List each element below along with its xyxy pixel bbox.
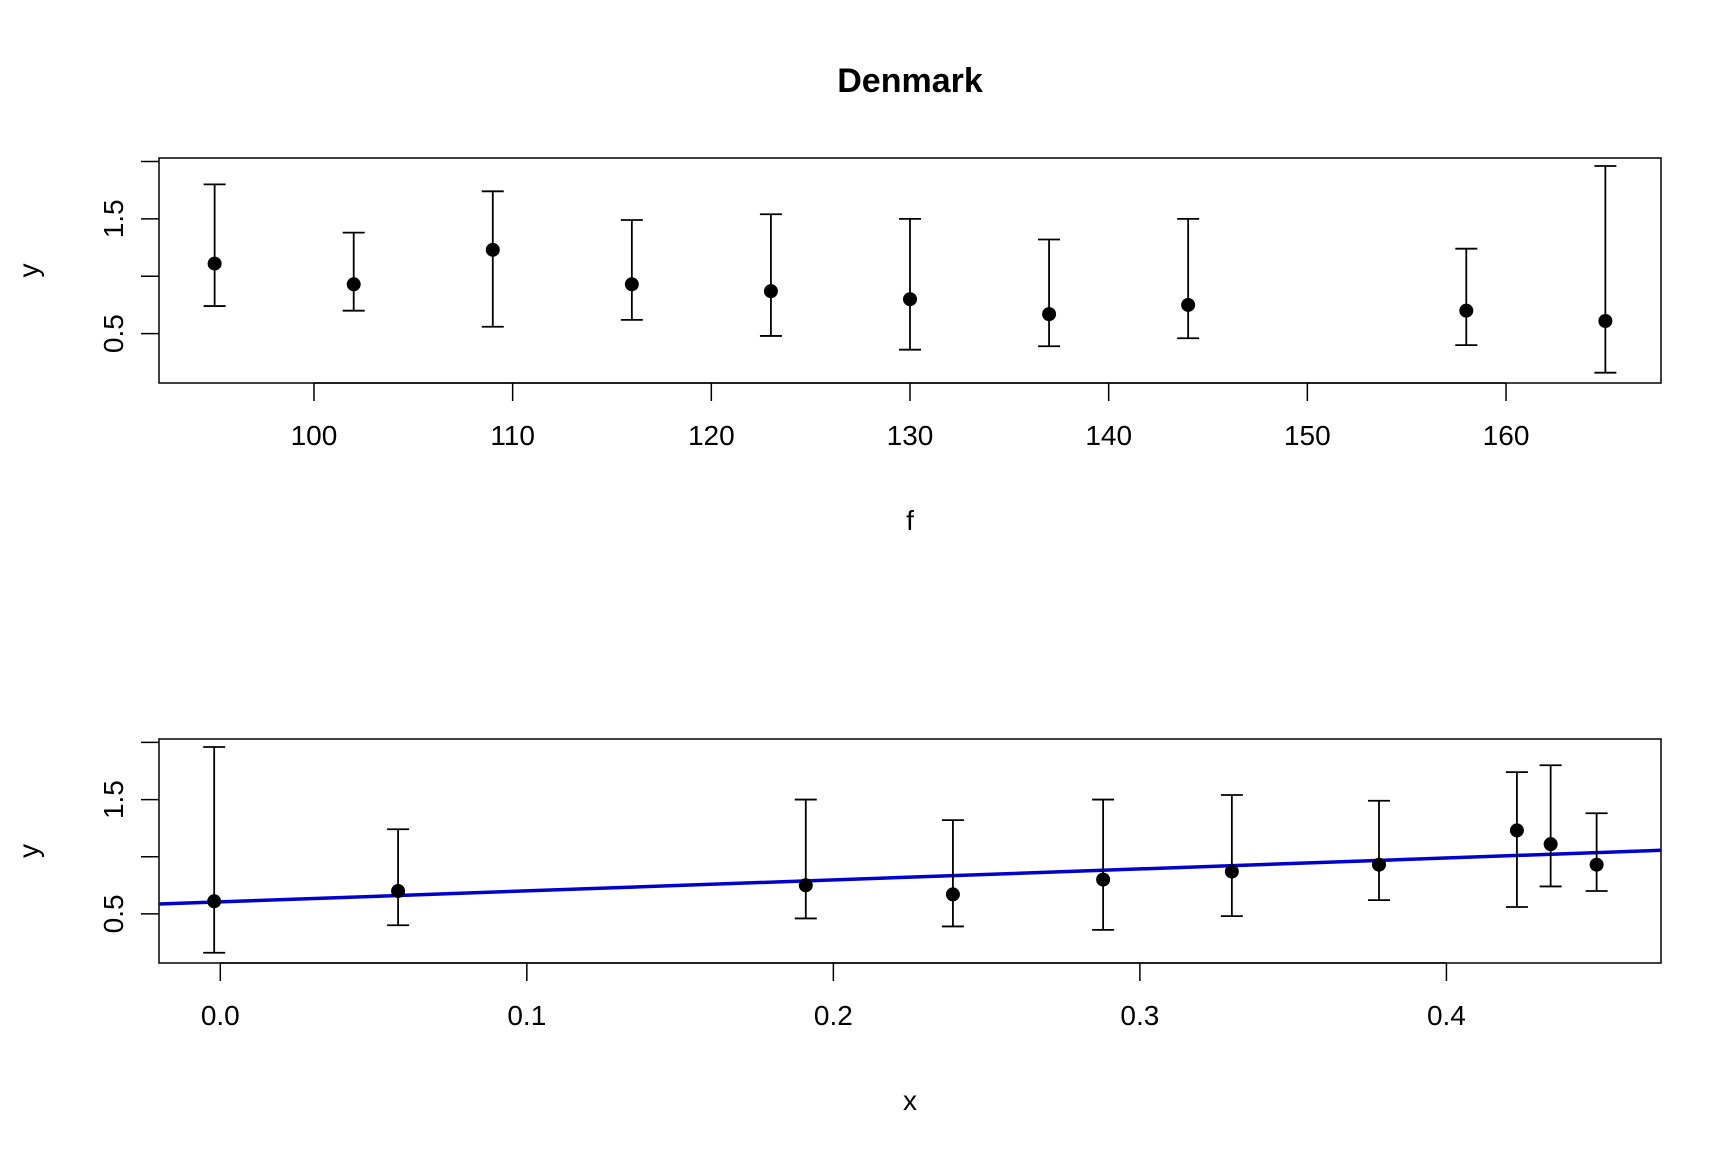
data-point <box>903 292 917 307</box>
bottom-x-tick-label: 0.0 <box>201 1000 240 1031</box>
bottom-x-tick-label: 0.3 <box>1120 1000 1159 1031</box>
bottom-data-point-9 <box>1585 812 1608 892</box>
data-point <box>1096 872 1111 887</box>
top-data-point-0 <box>203 183 226 307</box>
data-point <box>1459 303 1474 318</box>
top-y-tick-label: 1.5 <box>98 199 129 238</box>
data-point <box>763 284 778 299</box>
top-x-tick-label: 130 <box>887 420 934 451</box>
top-data-point-8 <box>1455 247 1478 347</box>
bottom-data-point-5 <box>1220 794 1243 918</box>
bottom-y-axis-label: y <box>13 844 44 858</box>
top-data-point-5 <box>899 217 921 351</box>
top-data-point-2 <box>481 190 504 328</box>
data-point <box>1224 864 1239 879</box>
bottom-data-point-6 <box>1367 799 1390 902</box>
data-point <box>1371 857 1386 872</box>
bottom-y-tick-label: 1.5 <box>98 780 129 819</box>
top-data-point-1 <box>342 231 365 312</box>
bottom-data-point-4 <box>1092 798 1115 931</box>
data-point <box>1509 823 1524 838</box>
data-point <box>485 242 500 257</box>
bottom-data-point-8 <box>1539 764 1562 888</box>
bottom-data-point-1 <box>387 828 410 927</box>
data-point <box>945 887 960 902</box>
data-point <box>624 277 639 292</box>
top-data-point-7 <box>1177 217 1200 340</box>
data-point <box>207 894 222 909</box>
bottom-data-point-7 <box>1505 771 1528 908</box>
top-panel: 100 110 120 130 140 150 160 0.5 1.5 f y <box>13 157 1662 536</box>
bottom-plot-frame <box>158 738 1662 964</box>
top-x-tick-label: 120 <box>688 420 735 451</box>
bottom-y-tick-label: 0.5 <box>98 894 129 933</box>
chart-title: Denmark <box>837 62 983 100</box>
bottom-x-tick-label: 0.4 <box>1427 1000 1466 1031</box>
top-x-tick-label: 160 <box>1483 420 1530 451</box>
bottom-panel: 0.0 0.1 0.2 0.3 0.4 0.5 1.5 x y <box>13 738 1662 1116</box>
top-x-tick-label: 140 <box>1085 420 1132 451</box>
top-y-axis-label: y <box>13 264 44 278</box>
data-point <box>798 878 813 893</box>
top-x-tick-label: 110 <box>490 420 535 451</box>
top-x-tick-label: 150 <box>1284 420 1331 451</box>
regression-line <box>159 848 1661 906</box>
data-point <box>1042 307 1057 322</box>
bottom-x-axis-label: x <box>903 1085 917 1116</box>
data-point <box>1543 837 1558 852</box>
bottom-data-point-0 <box>203 746 226 954</box>
top-data-point-6 <box>1038 238 1061 348</box>
top-x-tick-label: 100 <box>291 420 338 451</box>
data-point <box>391 884 406 898</box>
bottom-data-point-2 <box>794 798 817 920</box>
top-data-point-3 <box>620 219 643 321</box>
data-point <box>1181 297 1196 312</box>
data-point <box>1598 314 1613 329</box>
bottom-x-tick-label: 0.2 <box>814 1000 853 1031</box>
data-point <box>207 256 222 271</box>
bottom-data-point-3 <box>941 819 964 928</box>
top-x-axis-label: f <box>906 505 914 536</box>
top-data-point-4 <box>759 213 782 337</box>
data-point <box>346 277 361 292</box>
data-point <box>1589 857 1604 872</box>
top-y-tick-label: 0.5 <box>98 314 129 353</box>
bottom-x-tick-label: 0.1 <box>507 1000 546 1031</box>
top-data-point-9 <box>1594 165 1617 374</box>
